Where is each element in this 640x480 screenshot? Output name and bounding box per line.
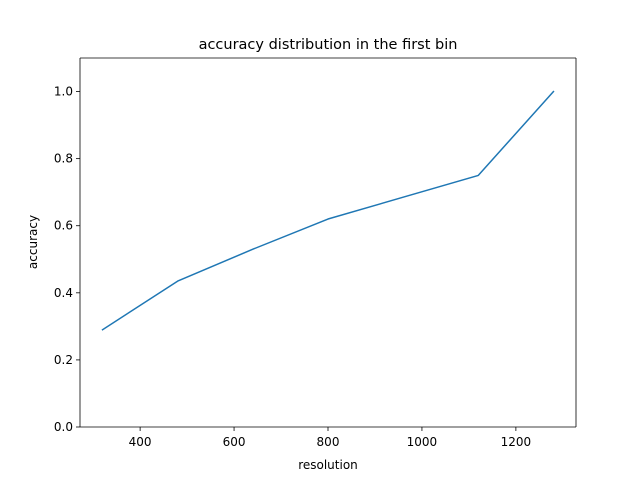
x-tick-label: 800 <box>317 435 340 449</box>
x-axis-label: resolution <box>298 458 358 472</box>
x-tick-label: 1200 <box>501 435 532 449</box>
chart-title: accuracy distribution in the first bin <box>199 37 458 53</box>
x-tick-label: 400 <box>129 435 152 449</box>
y-axis-label: accuracy <box>26 215 40 269</box>
y-tick-label: 0.4 <box>54 286 73 300</box>
y-tick-label: 0.0 <box>54 420 73 434</box>
plot-area: 400 600 800 1000 1200 0.0 0.2 0.4 0.6 0.8 1.0 <box>54 57 577 449</box>
y-tick-label: 0.2 <box>54 353 73 367</box>
y-tick-label: 1.0 <box>54 85 73 99</box>
y-tick-label: 0.8 <box>54 152 73 166</box>
y-tick-label: 0.6 <box>54 219 73 233</box>
series-line-0 <box>101 90 555 331</box>
x-tick-label: 1000 <box>407 435 438 449</box>
x-tick-label: 600 <box>223 435 246 449</box>
